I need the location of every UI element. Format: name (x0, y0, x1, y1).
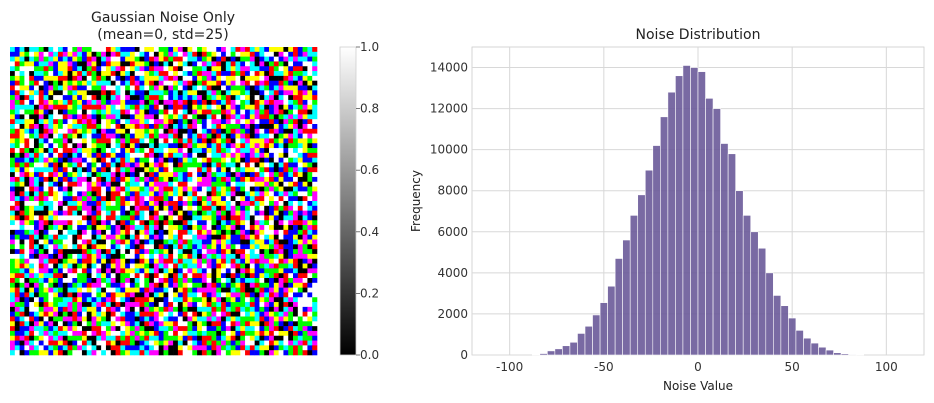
histogram-bar (652, 145, 661, 356)
histogram-bar (554, 348, 563, 356)
histogram-bar (622, 239, 631, 356)
noise-image-title-line2: (mean=0, std=25) (97, 27, 228, 43)
y-tick-label: 8000 (437, 184, 468, 198)
x-tick-label: -100 (496, 360, 523, 374)
x-tick-label: 0 (694, 360, 702, 374)
histogram-bar (667, 91, 676, 356)
y-tick-label: 4000 (437, 266, 468, 280)
y-tick-label: 6000 (437, 225, 468, 239)
histogram-bar (599, 302, 608, 356)
noise-image-panel: Gaussian Noise Only (mean=0, std=25) (10, 10, 318, 356)
histogram-bar (810, 342, 819, 356)
histogram-bar (765, 272, 774, 356)
histogram-bar (690, 67, 699, 356)
histogram-bar (735, 190, 744, 356)
x-tick-label: -50 (594, 360, 614, 374)
y-axis-label: Frequency (409, 170, 423, 232)
y-tick-label: 0 (460, 348, 468, 362)
histogram-bar (757, 247, 767, 356)
histogram-bar (780, 305, 789, 356)
colorbar-tick-label: 0.6 (360, 163, 379, 177)
histogram-bar (833, 352, 842, 356)
histogram-title: Noise Distribution (636, 27, 761, 43)
histogram-bar (577, 333, 586, 356)
histogram-bar (629, 215, 639, 356)
histogram-panel: Noise Distribution -100 -50 0 50 100 0 2000 40… (409, 27, 925, 393)
y-tick-label: 12000 (430, 102, 468, 116)
colorbar-ticks: 0.0 0.2 0.4 0.6 0.8 1.0 (356, 40, 379, 362)
colorbar-tick-label: 0.8 (360, 102, 379, 116)
histogram-bar (660, 116, 669, 356)
histogram-bar (592, 314, 601, 356)
histogram-bar (848, 354, 857, 356)
colorbar-tick-label: 0.4 (360, 225, 379, 239)
histogram-bar (644, 169, 654, 356)
colorbar-gradient (339, 46, 357, 356)
histogram-bar (584, 325, 593, 356)
histogram-bar (712, 108, 721, 356)
histogram-bar (539, 353, 548, 356)
histogram-bar (569, 341, 578, 356)
histogram-bar (840, 353, 849, 356)
histogram-bar (682, 65, 691, 356)
y-tick-label: 2000 (437, 307, 468, 321)
colorbar-tick-label: 0.2 (360, 286, 379, 300)
histogram-bar (607, 285, 616, 356)
histogram-bar (803, 337, 812, 356)
y-axis-ticks: 0 2000 4000 6000 8000 10000 12000 14000 (430, 61, 468, 362)
histogram-bar (675, 75, 684, 356)
histogram-bar (788, 317, 797, 356)
colorbar-tick-label: 0.0 (360, 348, 379, 362)
noise-image-title-line1: Gaussian Noise Only (91, 10, 235, 26)
histogram-bar (697, 71, 706, 356)
x-tick-label: 50 (785, 360, 800, 374)
histogram-bar (773, 295, 782, 356)
y-tick-label: 10000 (430, 143, 468, 157)
x-axis-ticks: -100 -50 0 50 100 (496, 360, 898, 374)
histogram-bar (750, 231, 759, 356)
histogram-bar (795, 330, 804, 356)
histogram-bar (720, 143, 729, 356)
histogram-bar (614, 258, 623, 356)
histogram-bar (825, 349, 834, 356)
histogram-bar (637, 194, 646, 356)
histogram-bar (818, 346, 827, 356)
histogram-bar (727, 153, 736, 356)
x-axis-label: Noise Value (663, 379, 733, 393)
histogram-bar (562, 345, 571, 356)
x-tick-label: 100 (875, 360, 898, 374)
histogram-bar (547, 350, 556, 356)
noise-image (10, 47, 318, 356)
colorbar: 0.0 0.2 0.4 0.6 0.8 1.0 (339, 40, 379, 362)
colorbar-tick-label: 1.0 (360, 40, 379, 54)
histogram-bar (742, 215, 752, 356)
histogram-bar (705, 98, 714, 356)
y-tick-label: 14000 (430, 61, 468, 75)
histogram-bars (531, 65, 865, 356)
